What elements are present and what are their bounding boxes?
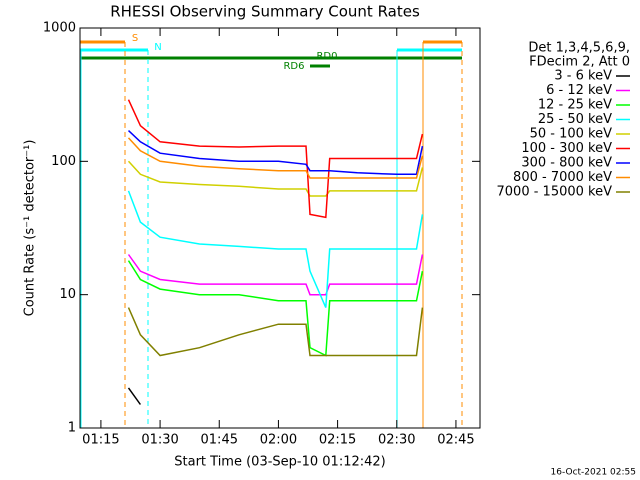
legend-label: 25 - 50 keV (538, 112, 612, 127)
y-tick-label: 1000 (43, 21, 76, 36)
series-line (127, 190, 424, 308)
series-line (127, 130, 424, 176)
annotation: N (154, 42, 161, 53)
timestamp: 16-Oct-2021 02:55 (551, 468, 636, 478)
flag-lines (80, 42, 463, 428)
series-line (127, 307, 424, 357)
annotation: RD0 (316, 51, 337, 62)
x-tick-label: 01:45 (201, 433, 238, 448)
series-line (127, 387, 142, 405)
legend-label: 800 - 7000 keV (513, 170, 612, 185)
legend-label: 50 - 100 keV (530, 127, 613, 142)
flags (80, 40, 462, 68)
series-line (127, 260, 424, 357)
x-tick-label: 01:30 (141, 433, 178, 448)
x-tick-label: 02:00 (260, 433, 297, 448)
y-axis-label: Count Rate (s⁻¹ detector⁻¹) (23, 140, 38, 317)
x-tick-label: 02:30 (378, 433, 415, 448)
y-tick-label: 1 (68, 421, 76, 436)
annotation: S (132, 33, 138, 44)
series-line (127, 254, 424, 296)
plot-frame (79, 27, 481, 429)
x-tick-label: 02:45 (437, 433, 474, 448)
series-line (127, 137, 424, 179)
series-line (127, 99, 424, 219)
y-tick-label: 10 (59, 287, 76, 302)
legend-label: 300 - 800 keV (521, 156, 612, 171)
y-tick-label: 100 (51, 154, 76, 169)
chart-title: RHESSI Observing Summary Count Rates (110, 3, 420, 21)
legend-label: 6 - 12 keV (546, 83, 612, 98)
legend-title: Det 1,3,4,5,6,9, (528, 41, 630, 56)
legend-title: FDecim 2, Att 0 (529, 55, 630, 70)
x-axis-label: Start Time (03-Sep-10 01:12:42) (174, 455, 385, 470)
x-tick-label: 01:15 (82, 433, 119, 448)
legend-label: 100 - 300 keV (521, 141, 612, 156)
legend-label: 3 - 6 keV (554, 69, 612, 84)
x-tick-label: 02:15 (319, 433, 356, 448)
legend-label: 12 - 25 keV (538, 98, 612, 113)
annotation: RD6 (283, 61, 304, 72)
legend-label: 7000 - 15000 keV (497, 185, 613, 200)
